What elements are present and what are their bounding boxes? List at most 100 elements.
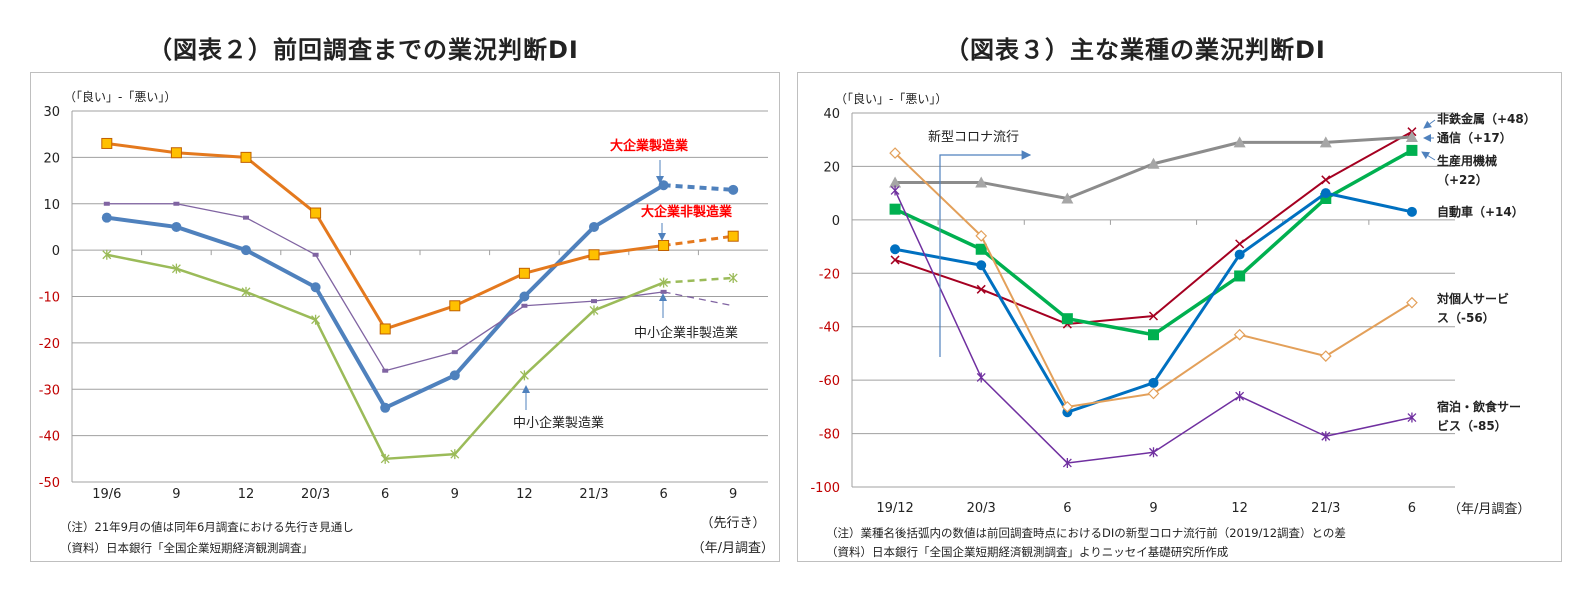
data-point	[243, 215, 249, 220]
series-5	[889, 147, 1418, 413]
y-tick-label: 20	[823, 160, 840, 175]
data-point	[1061, 401, 1074, 413]
series-label-large-nonmanufacturing: 大企業非製造業	[641, 204, 733, 220]
x-tick-label: 21/3	[1311, 501, 1340, 516]
data-point	[728, 272, 738, 283]
y-tick-label: 0	[52, 244, 60, 259]
data-point	[1405, 131, 1418, 143]
data-point	[450, 449, 460, 460]
data-point	[103, 201, 110, 206]
data-point	[1406, 296, 1418, 309]
data-point	[1407, 412, 1417, 423]
series-label-machinery: 生産用機械（+22）	[1437, 154, 1497, 187]
series-label-telecom: 通信（+17）	[1437, 130, 1512, 145]
data-point	[589, 221, 599, 232]
data-point	[518, 267, 530, 279]
data-point	[727, 230, 739, 242]
data-point	[1233, 328, 1246, 341]
data-point	[1148, 377, 1159, 388]
x-tick-label: 12	[1231, 501, 1248, 516]
data-point	[241, 245, 251, 256]
series-line	[894, 148, 1413, 337]
footnote: （資料）日本銀行「全国企業短期経済観測調査」	[60, 541, 313, 555]
data-point	[449, 300, 461, 312]
data-point	[379, 323, 391, 335]
data-point	[1406, 206, 1417, 217]
data-point	[890, 185, 900, 196]
data-point	[659, 277, 669, 288]
y-tick-label: -100	[810, 481, 840, 496]
data-point	[1319, 350, 1332, 362]
y-tick-label: -60	[819, 374, 840, 389]
data-point	[380, 453, 390, 464]
data-point	[102, 249, 112, 260]
x-tick-label: 9	[172, 487, 180, 502]
data-point	[1147, 157, 1160, 169]
series-label-sme-nonmanufacturing: 中小企業非製造業	[634, 325, 738, 341]
x-tick-label: 9	[451, 487, 459, 502]
data-point	[521, 303, 528, 308]
chart1-title: （図表２）前回調査までの業況判断DI	[148, 36, 579, 64]
series-forecast-line	[663, 276, 734, 284]
data-point	[1319, 136, 1332, 148]
x-tick-label: 19/12	[876, 501, 913, 516]
series-2	[889, 131, 1418, 204]
x-tick-label: 20/3	[301, 487, 330, 502]
data-point	[170, 147, 182, 159]
data-point	[976, 284, 986, 294]
data-point	[1061, 192, 1074, 204]
data-point	[1147, 387, 1160, 400]
series-line	[106, 203, 664, 372]
data-point	[1320, 188, 1331, 199]
chart2: 40 20 0 -20 -40 -60 -80 -100 19/12 20/3 6 9 12 21/3 6 （…	[810, 91, 1530, 559]
data-point	[449, 370, 460, 381]
y-axis-label: （「良い」-「悪い」）	[64, 89, 176, 104]
x-tick-label: 9	[1149, 501, 1157, 516]
data-point	[1321, 175, 1331, 185]
series-6	[890, 185, 1417, 468]
x-tick-label: 6	[1063, 501, 1071, 516]
data-point	[1233, 136, 1246, 148]
series-1	[101, 180, 739, 413]
x-tick-label: 12	[238, 487, 255, 502]
series-line	[106, 141, 664, 331]
series-forecast-line	[663, 234, 734, 247]
x-tick-label: 6	[381, 487, 389, 502]
data-point	[519, 370, 529, 381]
data-point	[1062, 457, 1072, 468]
data-point	[240, 151, 252, 163]
data-point	[1234, 249, 1245, 260]
y-tick-label: 20	[43, 151, 60, 166]
data-point	[660, 289, 667, 294]
series-label-personal-services: 対個人サービス（-56）	[1437, 292, 1509, 325]
series-label-sme-manufacturing: 中小企業製造業	[513, 415, 604, 431]
covid-arrow	[939, 150, 1032, 357]
data-point	[588, 249, 600, 261]
data-point	[1149, 447, 1158, 458]
chart1-frame	[30, 72, 780, 562]
y-tick-label: 0	[832, 214, 840, 229]
data-point	[310, 282, 321, 293]
data-point	[382, 368, 389, 373]
x-tick-label: 20/3	[967, 501, 996, 516]
y-tick-label: -10	[39, 291, 60, 306]
y-tick-label: -80	[819, 428, 840, 443]
x-tick-label: 12	[516, 487, 533, 502]
series-label-large-manufacturing: 大企業製造業	[610, 138, 689, 154]
data-point	[451, 350, 458, 355]
data-point	[171, 221, 182, 232]
data-point	[889, 176, 902, 188]
chart1: 30 20 10 0 -10 -20 -30 -40 -50 19/6 9 12 20/3 6 9 12 21/…	[39, 89, 774, 556]
data-point	[101, 137, 113, 149]
series-1	[890, 127, 1417, 329]
y-tick-label: 10	[43, 198, 60, 213]
label-arrow	[1423, 119, 1436, 129]
series-line	[894, 152, 1413, 408]
y-tick-label: -20	[39, 337, 60, 352]
data-point	[310, 207, 322, 219]
series-forecast-line	[663, 291, 734, 307]
x-tick-label: 6	[659, 487, 667, 502]
data-point	[975, 176, 988, 188]
data-point	[889, 203, 901, 215]
